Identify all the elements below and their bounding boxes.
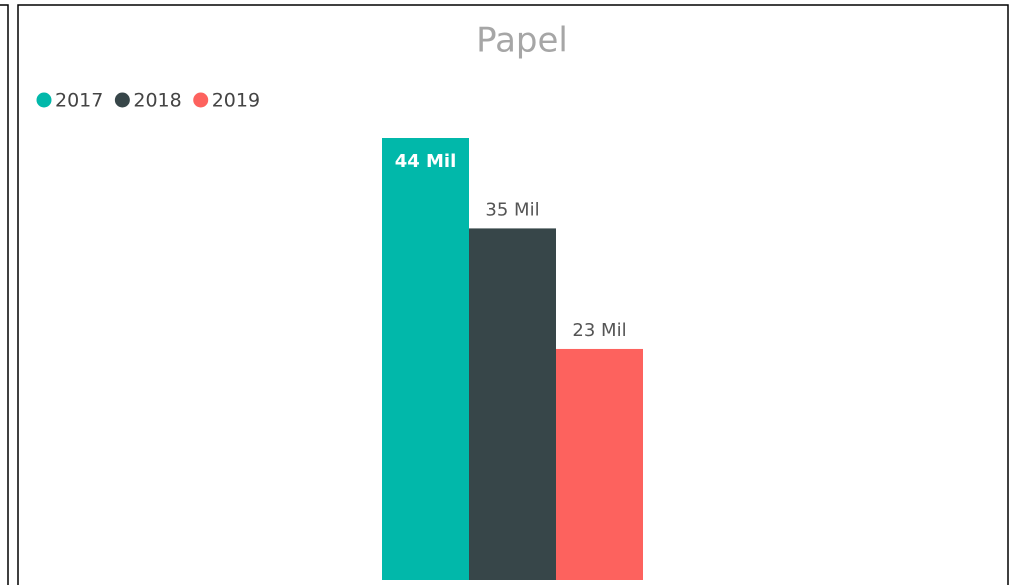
legend-marker [114,92,130,108]
data-label: 23 Mil [572,320,626,341]
data-label: 44 Mil [395,151,457,172]
legend-marker [36,92,52,108]
legend-label: 2017 [55,90,103,112]
side-panel [0,4,9,585]
legend-label: 2018 [133,90,181,112]
legend-marker [193,92,209,108]
legend-label: 2019 [212,90,260,112]
bar [556,348,643,580]
chart-title: Papel [476,21,568,61]
data-label: 35 Mil [485,199,539,220]
bar [469,228,556,580]
bar [382,138,469,580]
